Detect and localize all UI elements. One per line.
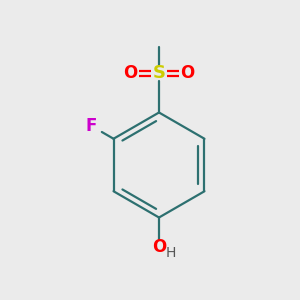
- Text: F: F: [86, 117, 97, 135]
- Text: O: O: [180, 64, 195, 82]
- Text: H: H: [166, 246, 176, 260]
- Text: O: O: [123, 64, 138, 82]
- Text: O: O: [152, 238, 166, 256]
- Text: S: S: [152, 64, 166, 82]
